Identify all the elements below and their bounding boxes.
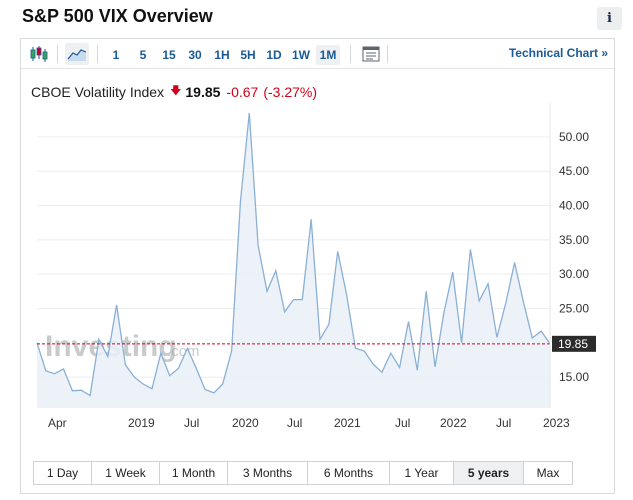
settings-panel-icon[interactable] <box>359 43 383 65</box>
y-tick-label: 25.00 <box>559 301 589 315</box>
range-1-week[interactable]: 1W <box>292 48 310 62</box>
toolbar-divider <box>57 45 58 63</box>
range-15-minutes[interactable]: 15 <box>162 48 176 62</box>
x-tick-label: 2019 <box>128 416 155 430</box>
series-area-fill <box>37 112 550 409</box>
toolbar-divider <box>387 45 388 63</box>
vix-area-chart: Investing .com 50.0045.0040.0035.0030.00… <box>36 103 596 430</box>
quote-header: CBOE Volatility Index 🡇 19.85 -0.67 (-3.… <box>31 82 317 101</box>
last-price: 19.85 <box>185 83 221 100</box>
x-tick-label: 2020 <box>232 416 259 430</box>
x-tick-label: 2022 <box>440 416 467 430</box>
period-1-day[interactable]: 1 Day <box>34 462 92 484</box>
period-3-months[interactable]: 3 Months <box>228 462 308 484</box>
series-line <box>36 112 551 397</box>
y-axis: 50.00 45.00 40.00 35.00 30.00 25.00 15.00 <box>559 130 589 384</box>
range-5-hours[interactable]: 5H <box>240 48 256 62</box>
range-1-hour[interactable]: 1H <box>214 48 230 62</box>
last-price-tag-label: 19.85 <box>558 337 588 351</box>
y-tick-label: 30.00 <box>559 267 589 281</box>
page-title: S&P 500 VIX Overview <box>22 6 213 26</box>
price-change-percent: (-3.27%) <box>263 83 318 100</box>
x-tick-label: 2021 <box>334 416 361 430</box>
y-tick-label: 50.00 <box>559 130 589 144</box>
instrument-name: CBOE Volatility Index <box>31 83 165 100</box>
range-1-minute[interactable]: 1 <box>112 48 120 62</box>
toolbar-divider <box>97 45 98 63</box>
technical-chart-link[interactable]: Technical Chart » <box>508 46 608 60</box>
last-price-tag: 19.85 <box>552 335 596 352</box>
period-1-year[interactable]: 1 Year <box>390 462 454 484</box>
y-tick-label: 40.00 <box>559 199 589 213</box>
range-5-minutes[interactable]: 5 <box>139 48 147 62</box>
period-6-months[interactable]: 6 Months <box>308 462 390 484</box>
price-change: -0.67 <box>226 83 259 100</box>
range-30-minutes[interactable]: 30 <box>188 48 202 62</box>
x-tick-label: Jul <box>287 416 302 430</box>
chart-toolbar: 1 5 15 30 1H 5H 1D 1W 1M Technical Chart… <box>21 39 614 69</box>
x-axis: Apr 2019 Jul 2020 Jul 2021 Jul 2022 Jul 2023 <box>48 416 570 430</box>
y-tick-label: 45.00 <box>559 164 589 178</box>
period-max[interactable]: Max <box>536 466 560 480</box>
x-tick-label: Apr <box>48 416 67 430</box>
down-arrow-icon: 🡇 <box>170 85 182 97</box>
candlestick-chart-icon[interactable] <box>27 43 51 65</box>
range-1-day[interactable]: 1D <box>266 48 282 62</box>
period-1-month[interactable]: 1 Month <box>160 462 228 484</box>
period-5-years[interactable]: 5 years <box>454 462 524 484</box>
chart-panel: 1 5 15 30 1H 5H 1D 1W 1M Technical Chart… <box>20 38 615 494</box>
period-selector: 1 Day 1 Week 1 Month 3 Months 6 Months 1… <box>33 461 573 485</box>
toolbar-divider <box>350 45 351 63</box>
y-tick-label: 35.00 <box>559 233 589 247</box>
x-tick-label: Jul <box>395 416 410 430</box>
x-tick-label: Jul <box>184 416 199 430</box>
x-tick-label: 2023 <box>543 416 570 430</box>
area-chart-icon[interactable] <box>65 43 89 65</box>
period-1-week[interactable]: 1 Week <box>92 462 160 484</box>
x-tick-label: Jul <box>496 416 511 430</box>
y-tick-label: 15.00 <box>559 370 589 384</box>
range-1-month[interactable]: 1M <box>316 45 340 65</box>
info-button[interactable]: i <box>597 7 622 30</box>
